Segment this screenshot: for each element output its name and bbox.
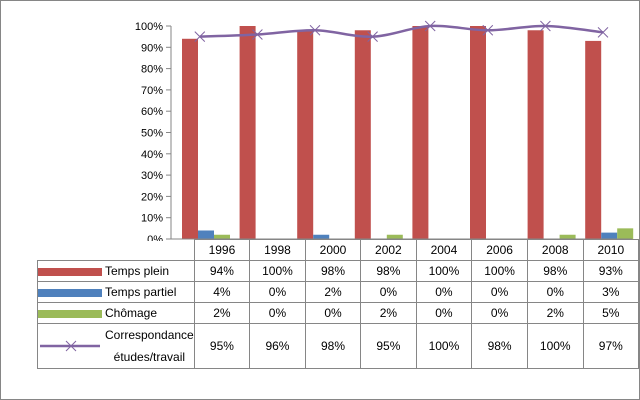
data-cell: 0% xyxy=(415,281,473,303)
series-row: Correspondance études/travail 95% 96% 98% 95%… xyxy=(37,323,639,369)
line-marker xyxy=(309,24,321,36)
data-cell: 4% xyxy=(193,281,251,303)
data-cell: 0% xyxy=(415,302,473,324)
data-cell: 2% xyxy=(193,302,251,324)
bar-temps-partiel xyxy=(198,230,214,239)
data-cell: 100% xyxy=(526,323,584,369)
data-cell: 96% xyxy=(249,323,306,369)
data-cell: 95% xyxy=(193,323,251,369)
bar-ch-mage xyxy=(214,234,230,239)
data-cell: 0% xyxy=(471,281,528,303)
series-row: Chômage 2% 0% 0% 2% 0% 0% 2% 5% xyxy=(37,302,639,324)
series-row: Temps plein 94% 100% 98% 98% 100% 100% 98% 93% xyxy=(37,260,639,282)
category-label: 1998 xyxy=(249,239,306,261)
category-label: 2006 xyxy=(471,239,528,261)
data-cell: 2% xyxy=(304,281,362,303)
bar-temps-plein xyxy=(412,26,429,239)
legend-label: Chômage xyxy=(105,306,158,320)
bar-temps-plein xyxy=(585,40,602,239)
corner-cell xyxy=(37,239,195,261)
legend-key xyxy=(38,267,102,276)
y-tick-label: 90% xyxy=(141,42,163,54)
data-cell: 2% xyxy=(360,302,417,324)
data-cell: 93% xyxy=(582,260,639,282)
data-cell: 0% xyxy=(304,302,362,324)
data-cell: 0% xyxy=(471,302,528,324)
bar-ch-mage xyxy=(559,234,576,239)
y-tick-label: 0% xyxy=(147,234,163,241)
line-marker xyxy=(194,31,206,43)
data-cell: 0% xyxy=(360,281,417,303)
bar-ch-mage xyxy=(386,234,403,239)
data-cell: 95% xyxy=(360,323,417,369)
y-tick-label: 60% xyxy=(141,106,163,118)
bar-ch-mage xyxy=(617,228,634,239)
category-label: 1996 xyxy=(193,239,251,261)
data-cell: 100% xyxy=(249,260,306,282)
y-tick-label: 10% xyxy=(141,213,163,225)
bar-temps-plein xyxy=(354,30,371,240)
header-row: 1996 1998 2000 2002 2004 2006 2008 2010 xyxy=(37,239,639,261)
legend-entry: Temps plein xyxy=(37,260,195,282)
data-cell: 98% xyxy=(360,260,417,282)
bar-temps-plein xyxy=(239,26,256,239)
line-marker xyxy=(540,20,551,32)
data-cell: 97% xyxy=(582,323,639,369)
data-cell: 3% xyxy=(582,281,639,303)
data-cell: 0% xyxy=(526,281,584,303)
bar-temps-partiel xyxy=(313,234,330,239)
line-marker xyxy=(424,20,436,32)
series-line xyxy=(199,24,604,38)
bar-temps-plein xyxy=(527,30,544,240)
data-cell: 0% xyxy=(249,281,306,303)
line-marker xyxy=(482,24,494,36)
data-cell: 100% xyxy=(415,260,473,282)
legend-label: Temps partiel xyxy=(105,285,177,299)
data-table: 1996 1998 2000 2002 2004 2006 2008 2010 Temps pl… xyxy=(37,239,639,369)
legend-entry: Temps partiel xyxy=(37,281,195,303)
legend-label: Temps plein xyxy=(105,264,170,278)
bar-temps-partiel xyxy=(601,232,618,239)
category-label: 2000 xyxy=(304,239,362,261)
legend-label: Correspondance xyxy=(105,328,194,342)
y-tick-label: 20% xyxy=(141,191,163,203)
category-label: 2010 xyxy=(582,239,639,261)
data-cell: 94% xyxy=(193,260,251,282)
y-tick-label: 50% xyxy=(141,128,163,140)
series-row: Temps partiel 4% 0% 2% 0% 0% 0% 0% 3% xyxy=(37,281,639,303)
y-tick-label: 70% xyxy=(141,85,163,97)
line-marker xyxy=(252,29,263,40)
legend-label: études/travail xyxy=(113,350,186,364)
category-label: 2004 xyxy=(415,239,473,261)
y-tick-label: 40% xyxy=(141,149,163,161)
y-tick-label: 80% xyxy=(141,64,163,76)
data-cell: 100% xyxy=(415,323,473,369)
legend-entry: Correspondance études/travail xyxy=(37,323,195,369)
data-cell: 0% xyxy=(249,302,306,324)
legend-line-key xyxy=(40,340,100,352)
plot-area: 0% 10% 20% 30% 40% 50% 60% 70% 80% 90% 100% xyxy=(135,20,634,241)
legend-key xyxy=(38,309,102,318)
category-label: 2002 xyxy=(360,239,417,261)
legend-entry: Chômage xyxy=(37,302,195,324)
data-cell: 5% xyxy=(582,302,639,324)
y-tick-label: 30% xyxy=(141,170,163,182)
y-tick-label: 100% xyxy=(135,21,163,33)
data-cell: 100% xyxy=(471,260,528,282)
bar-temps-plein xyxy=(470,26,486,239)
data-cell: 98% xyxy=(526,260,584,282)
data-cell: 98% xyxy=(471,323,528,369)
bar-temps-plein xyxy=(182,38,198,239)
legend-key xyxy=(38,288,102,297)
category-label: 2008 xyxy=(526,239,584,261)
data-cell: 98% xyxy=(304,260,362,282)
line-marker xyxy=(367,31,378,43)
data-cell: 2% xyxy=(526,302,584,324)
bar-temps-plein xyxy=(297,30,314,240)
line-marker xyxy=(597,27,609,38)
data-cell: 98% xyxy=(304,323,362,369)
